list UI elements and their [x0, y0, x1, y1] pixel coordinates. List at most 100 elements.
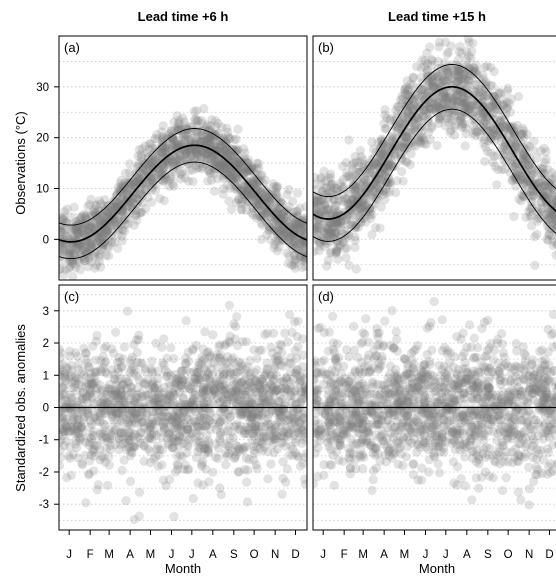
data-point	[444, 92, 454, 102]
data-point	[406, 111, 416, 122]
data-point	[277, 489, 287, 499]
data-point	[293, 409, 303, 419]
data-point	[251, 420, 261, 430]
data-point	[125, 196, 135, 206]
data-point	[401, 156, 411, 167]
scatter-points	[313, 296, 556, 510]
data-point	[274, 396, 284, 407]
data-point	[81, 231, 91, 241]
data-point	[81, 220, 91, 230]
data-point	[512, 120, 523, 130]
data-point	[185, 384, 195, 394]
data-point	[268, 376, 278, 386]
data-point	[229, 319, 239, 329]
data-point	[331, 249, 341, 259]
data-point	[388, 162, 398, 172]
data-point	[216, 427, 226, 438]
data-point	[404, 91, 414, 101]
data-point	[495, 117, 505, 127]
data-point	[335, 222, 345, 232]
data-point	[536, 182, 546, 192]
data-point	[212, 157, 222, 167]
data-point	[171, 153, 181, 164]
data-point	[174, 411, 184, 421]
data-point	[519, 132, 529, 142]
data-point	[460, 98, 470, 108]
data-point	[327, 224, 337, 234]
data-point	[60, 372, 71, 382]
data-point	[111, 384, 121, 394]
data-point	[542, 221, 553, 231]
data-point	[259, 207, 269, 217]
data-point	[351, 191, 361, 201]
data-point	[271, 215, 281, 225]
data-point	[242, 167, 252, 177]
data-point	[215, 141, 225, 151]
data-point	[173, 460, 183, 470]
data-point	[391, 134, 401, 144]
data-point	[93, 232, 103, 242]
data-point	[86, 238, 96, 248]
data-point	[333, 242, 343, 252]
data-point	[214, 369, 224, 379]
data-point	[191, 340, 201, 350]
data-point	[166, 415, 176, 425]
data-point	[198, 145, 208, 156]
data-point	[101, 443, 112, 454]
data-point	[245, 368, 255, 378]
data-point	[191, 417, 201, 427]
data-point	[98, 241, 108, 251]
data-point	[301, 202, 307, 212]
data-point	[117, 389, 127, 399]
data-point	[119, 455, 129, 465]
data-point	[553, 193, 556, 202]
data-point	[348, 217, 358, 227]
data-point	[111, 327, 121, 337]
data-point	[421, 139, 431, 149]
data-point	[201, 393, 211, 403]
data-point	[249, 172, 259, 182]
data-point	[285, 232, 295, 242]
data-point	[62, 414, 72, 424]
data-point	[286, 413, 296, 423]
data-point	[223, 127, 233, 137]
data-point	[468, 93, 478, 103]
data-point	[254, 421, 264, 432]
data-point	[193, 368, 203, 378]
data-point	[110, 218, 120, 228]
data-point	[64, 255, 75, 265]
data-point	[435, 105, 445, 115]
data-point	[459, 103, 469, 113]
data-point	[238, 407, 248, 417]
data-point	[335, 178, 345, 188]
data-point	[210, 141, 220, 152]
data-point	[290, 430, 300, 440]
data-point	[367, 210, 377, 220]
data-point	[400, 131, 410, 142]
data-point	[270, 187, 280, 197]
data-point	[221, 380, 231, 390]
data-point	[326, 229, 336, 240]
data-point	[68, 425, 79, 435]
data-point	[143, 152, 153, 162]
data-point	[239, 166, 249, 177]
data-point	[59, 424, 65, 434]
data-point	[128, 179, 138, 189]
data-point	[336, 181, 346, 191]
data-point	[322, 188, 332, 199]
data-point	[221, 160, 231, 171]
data-point	[501, 110, 511, 120]
data-point	[277, 422, 287, 432]
data-point	[209, 386, 219, 396]
data-point	[154, 450, 164, 460]
data-point	[262, 186, 272, 196]
data-point	[414, 137, 424, 147]
data-point	[232, 163, 242, 173]
data-point	[510, 131, 520, 141]
data-point	[435, 114, 445, 124]
data-point	[234, 195, 244, 205]
data-point	[120, 183, 131, 193]
data-point	[134, 375, 144, 385]
data-point	[93, 232, 103, 242]
data-point	[236, 199, 246, 209]
